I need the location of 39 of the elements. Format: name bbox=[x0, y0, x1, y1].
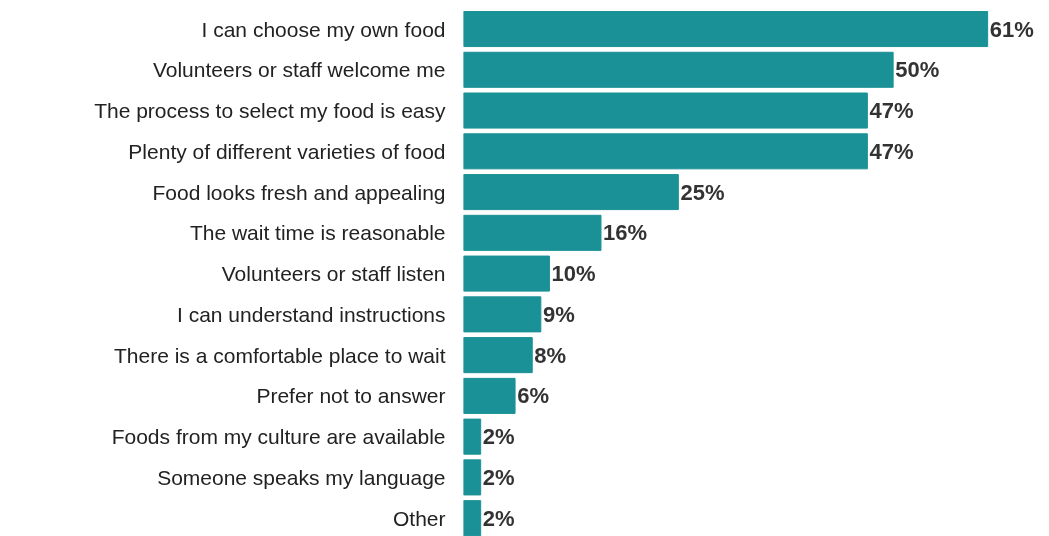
bar bbox=[463, 174, 679, 211]
y-tick-label: The process to select my food is easy bbox=[94, 99, 446, 123]
y-tick-label: There is a comfortable place to wait bbox=[114, 343, 446, 367]
bar bbox=[463, 337, 533, 374]
y-tick-label: Food looks fresh and appealing bbox=[152, 180, 446, 204]
y-tick-label: I can choose my own food bbox=[201, 17, 446, 41]
y-tick-label: Prefer not to answer bbox=[256, 384, 446, 408]
y-tick-label: The wait time is reasonable bbox=[189, 221, 446, 245]
data-label: 2% bbox=[482, 464, 515, 490]
data-label: 61% bbox=[989, 16, 1034, 42]
y-tick-label: Other bbox=[392, 506, 446, 530]
data-label: 47% bbox=[869, 98, 914, 124]
bar bbox=[463, 214, 602, 251]
data-label: 2% bbox=[482, 424, 515, 450]
bar bbox=[463, 296, 542, 333]
data-label: 2% bbox=[482, 505, 515, 531]
data-label: 16% bbox=[603, 220, 648, 246]
data-label: 25% bbox=[680, 179, 725, 205]
bar bbox=[463, 418, 482, 455]
data-label: 9% bbox=[542, 301, 575, 327]
bar bbox=[463, 500, 482, 536]
bar bbox=[463, 377, 516, 414]
data-label: 8% bbox=[534, 342, 567, 368]
y-tick-label: Plenty of different varieties of food bbox=[128, 139, 446, 163]
bar bbox=[463, 92, 868, 129]
y-tick-label: I can understand instructions bbox=[177, 302, 446, 326]
bar bbox=[463, 11, 989, 48]
bar bbox=[463, 133, 868, 170]
data-label: 47% bbox=[869, 138, 914, 164]
y-tick-label: Volunteers or staff welcome me bbox=[152, 58, 446, 82]
bar bbox=[463, 459, 482, 496]
data-label: 10% bbox=[551, 261, 596, 287]
y-tick-label: Volunteers or staff listen bbox=[221, 262, 446, 286]
bar bbox=[463, 255, 550, 292]
data-label: 50% bbox=[895, 57, 940, 83]
y-tick-label: Foods from my culture are available bbox=[111, 425, 446, 449]
data-label: 6% bbox=[517, 383, 549, 409]
bar bbox=[463, 51, 894, 88]
y-tick-label: Someone speaks my language bbox=[157, 465, 446, 489]
